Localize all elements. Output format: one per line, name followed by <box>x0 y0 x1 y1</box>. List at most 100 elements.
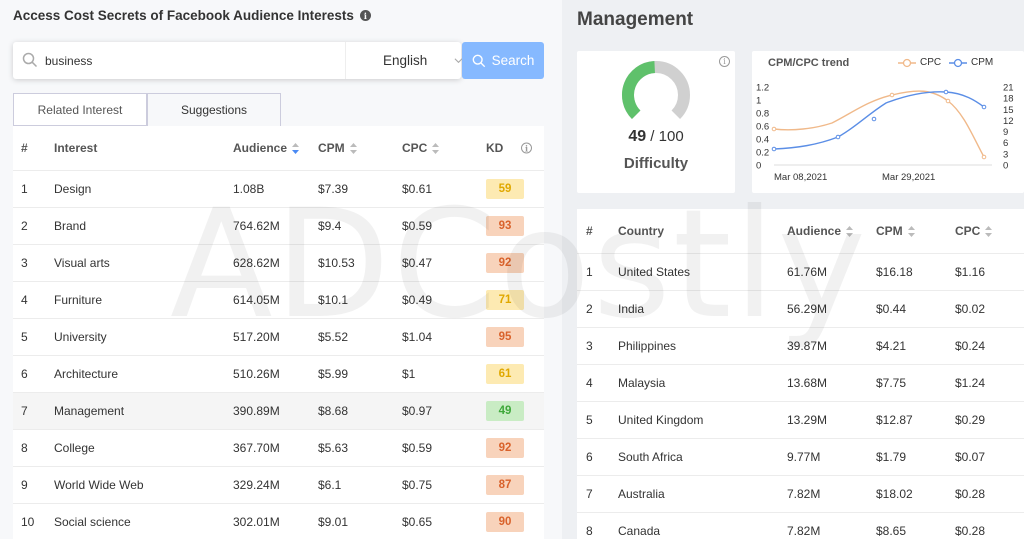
cpc-value: $0.75 <box>402 478 433 492</box>
country-name: Canada <box>618 524 661 538</box>
chevron-down-icon <box>454 58 463 64</box>
sort-icon <box>432 143 440 155</box>
audience-value: 614.05M <box>233 293 280 307</box>
row-number: 3 <box>586 339 593 353</box>
cpm-value: $4.21 <box>876 339 907 353</box>
table-row[interactable]: 8 Canada 7.82M $8.65 $0.28 <box>577 513 1024 539</box>
table-row[interactable]: 2 India 56.29M $0.44 $0.02 <box>577 291 1024 328</box>
interest-name[interactable]: Furniture <box>54 293 103 307</box>
table-row[interactable]: 6 South Africa 9.77M $1.79 $0.07 <box>577 439 1024 476</box>
cpm-point <box>943 89 949 95</box>
table-row[interactable]: 3 Visual arts 628.62M $10.53 $0.47 92 <box>13 245 544 282</box>
table-row[interactable]: 1 United States 61.76M $16.18 $1.16 <box>577 254 1024 291</box>
search-input[interactable] <box>45 42 335 79</box>
interest-name[interactable]: Management <box>54 404 125 418</box>
sort-cpc[interactable]: CPC <box>402 141 440 155</box>
difficulty-info-icon[interactable]: i <box>719 56 730 67</box>
sort-cpm[interactable]: CPM <box>318 141 357 155</box>
interest-name[interactable]: Architecture <box>54 367 119 381</box>
cpm-point <box>771 146 777 152</box>
tab-suggestions[interactable]: Suggestions <box>147 93 281 126</box>
interest-name[interactable]: World Wide Web <box>54 478 144 492</box>
table-row[interactable]: 1 Design 1.08B $7.39 $0.61 59 <box>13 171 544 208</box>
cpc-series-line <box>773 90 985 158</box>
cpm-value: $10.1 <box>318 293 349 307</box>
cpc-point <box>945 98 951 104</box>
left-tick-label: 0.8 <box>756 109 769 120</box>
interest-name[interactable]: Design <box>54 182 92 196</box>
cpc-point <box>771 126 777 132</box>
interest-name[interactable]: Social science <box>54 515 131 529</box>
sort-cpm[interactable]: CPM <box>876 224 915 238</box>
table-row[interactable]: 6 Architecture 510.26M $5.99 $1 61 <box>13 356 544 393</box>
audience-value: 56.29M <box>787 302 828 316</box>
row-number: 8 <box>21 441 28 455</box>
cpc-value: $0.61 <box>402 182 433 196</box>
right-tick-label: 0 <box>1003 161 1008 172</box>
table-row[interactable]: 4 Furniture 614.05M $10.1 $0.49 71 <box>13 282 544 319</box>
sort-cpc[interactable]: CPC <box>955 224 993 238</box>
search-button[interactable]: Search <box>462 42 544 79</box>
cpm-value: $5.52 <box>318 330 349 344</box>
cpm-point <box>871 116 877 122</box>
row-number: 6 <box>21 367 28 381</box>
cpc-value: $1.24 <box>955 376 986 390</box>
legend-cpm[interactable]: CPM <box>949 57 993 68</box>
row-number: 10 <box>21 515 35 529</box>
interest-name[interactable]: College <box>54 441 95 455</box>
audience-value: 7.82M <box>787 487 821 501</box>
table-row[interactable]: 7 Australia 7.82M $18.02 $0.28 <box>577 476 1024 513</box>
tab-related-interest[interactable]: Related Interest <box>13 93 147 126</box>
legend-cpc-icon <box>898 58 916 67</box>
cpc-value: $0.28 <box>955 487 986 501</box>
row-number: 1 <box>21 182 28 196</box>
table-row[interactable]: 5 University 517.20M $5.52 $1.04 95 <box>13 319 544 356</box>
language-value: English <box>383 53 428 68</box>
table-row[interactable]: 3 Philippines 39.87M $4.21 $0.24 <box>577 328 1024 365</box>
language-select[interactable]: English <box>345 42 473 79</box>
sort-audience[interactable]: Audience <box>233 141 300 155</box>
audience-value: 510.26M <box>233 367 280 381</box>
table-row[interactable]: 2 Brand 764.62M $9.4 $0.59 93 <box>13 208 544 245</box>
sort-icon <box>985 226 993 238</box>
table-row[interactable]: 8 College 367.70M $5.63 $0.59 92 <box>13 430 544 467</box>
audience-value: 302.01M <box>233 515 280 529</box>
kd-info-icon[interactable]: i <box>521 142 532 154</box>
right-tick-label: 15 <box>1003 105 1014 116</box>
audience-value: 13.68M <box>787 376 828 390</box>
table-row[interactable]: 4 Malaysia 13.68M $7.75 $1.24 <box>577 365 1024 402</box>
cpc-value: $0.47 <box>402 256 433 270</box>
right-tick-label: 21 <box>1003 83 1014 94</box>
management-panel: Management i 49 / 100 Difficulty CPM/CPC… <box>562 0 1024 539</box>
audience-value: 39.87M <box>787 339 828 353</box>
cpc-value: $0.65 <box>402 515 433 529</box>
info-icon[interactable]: i <box>359 10 371 21</box>
difficulty-score: 49 / 100 <box>628 128 684 145</box>
interest-name[interactable]: Visual arts <box>54 256 110 270</box>
audience-value: 517.20M <box>233 330 280 344</box>
cpc-value: $0.59 <box>402 441 433 455</box>
cpm-value: $7.75 <box>876 376 907 390</box>
cpc-point <box>889 92 895 98</box>
table-row[interactable]: 5 United Kingdom 13.29M $12.87 $0.29 <box>577 402 1024 439</box>
interest-name[interactable]: University <box>54 330 107 344</box>
legend-cpc[interactable]: CPC <box>898 57 941 68</box>
left-tick-label: 1.2 <box>756 83 769 94</box>
interest-name[interactable]: Brand <box>54 219 87 233</box>
table-row[interactable]: 9 World Wide Web 329.24M $6.1 $0.75 87 <box>13 467 544 504</box>
table-row[interactable]: 7 Management 390.89M $8.68 $0.97 49 <box>13 393 544 430</box>
cpm-point <box>835 134 841 140</box>
left-tick-label: 0 <box>756 161 761 172</box>
audience-value: 628.62M <box>233 256 280 270</box>
search-icon <box>22 52 38 68</box>
cpm-value: $5.63 <box>318 441 349 455</box>
x-tick-label: Mar 08,2021 <box>774 172 827 183</box>
sort-audience[interactable]: Audience <box>787 224 854 238</box>
table-row[interactable]: 10 Social science 302.01M $9.01 $0.65 90 <box>13 504 544 539</box>
interest-table: # Interest Audience CPM CPC KD i 1 Design… <box>13 126 544 539</box>
table-header: # Country Audience CPM CPC <box>577 209 1024 254</box>
cpc-value: $0.07 <box>955 450 986 464</box>
audience-value: 329.24M <box>233 478 280 492</box>
cpc-value: $0.97 <box>402 404 433 418</box>
country-name: India <box>618 302 645 316</box>
